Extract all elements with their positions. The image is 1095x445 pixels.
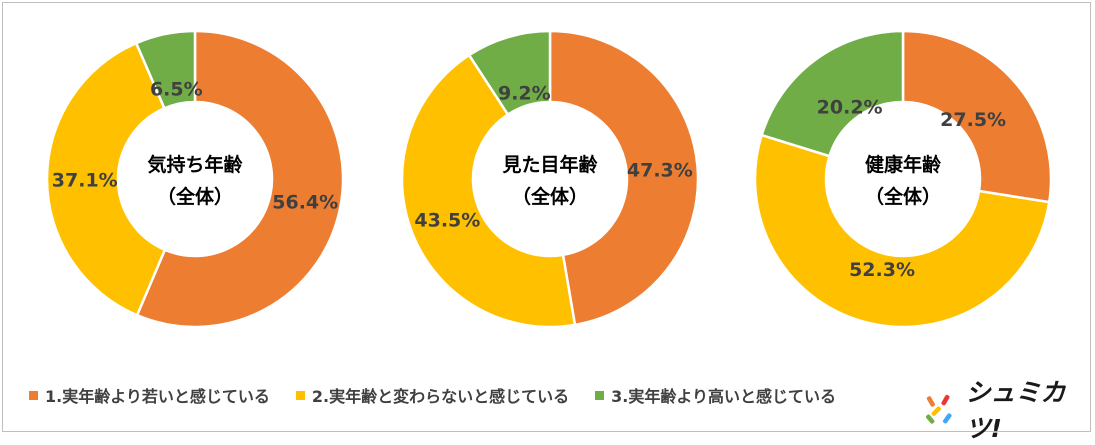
legend-swatch-same (295, 390, 305, 400)
donut-3-subtitle: （全体） (865, 185, 941, 208)
legend-label-older: 3.実年齢より高いと感じている (611, 387, 837, 406)
donut-2-slice-same (400, 53, 577, 329)
donut-2-value-label-same: 43.5% (414, 209, 480, 231)
donut-2-slice-younger (548, 29, 700, 327)
legend-item-same: 2.実年齢と変わらないと感じている (295, 383, 570, 407)
donut-3-slice-older (760, 29, 905, 158)
donut-1-value-label-younger: 56.4% (272, 191, 338, 213)
legend-label-younger: 1.実年齢より若いと感じている (45, 387, 270, 406)
donut-2-value-label-older: 9.2% (498, 83, 551, 105)
donut-1-slice-older (134, 29, 197, 110)
donut-3-value-label-same: 52.3% (849, 259, 915, 281)
legend-swatch-older (595, 390, 605, 400)
legend-label-same: 2.実年齢と変わらないと感じている (311, 387, 570, 406)
donut-1-value-label-same: 37.1% (52, 169, 118, 191)
brand-logo: シュミカツ! (925, 373, 1090, 445)
donut-2-value-label-younger: 47.3% (627, 160, 693, 182)
donut-2-title: 見た目年齢 (502, 153, 598, 176)
legend-item-younger: 1.実年齢より若いと感じている (29, 383, 270, 407)
donut-2-subtitle: （全体） (512, 185, 588, 208)
donut-3-title: 健康年齢 (865, 153, 942, 176)
donut-1-slice-younger (135, 29, 345, 329)
donut-charts: 56.4% 37.1% 6.5% 気持ち年齢 （全体） 47.3% 43.5% 9.2% 見た目… (45, 29, 1053, 329)
donut-3-value-label-younger: 27.5% (940, 109, 1006, 131)
donut-3-slice-same (753, 133, 1051, 329)
legend: 1.実年齢より若いと感じている 2.実年齢と変わらないと感じている 3.実年齢よ… (29, 380, 836, 410)
donut-1-subtitle: （全体） (157, 185, 233, 208)
donut-1-value-label-older: 6.5% (150, 79, 203, 101)
legend-item-older: 3.実年齢より高いと感じている (595, 383, 836, 407)
donut-3-value-label-older: 20.2% (817, 97, 883, 119)
donut-3-slice-younger (901, 29, 1053, 204)
donut-1-title: 気持ち年齢 (147, 153, 243, 176)
legend-swatch-younger (29, 390, 38, 400)
brand-mark-icon (925, 394, 952, 424)
donut-1-slice-same (45, 41, 167, 317)
brand-text: シュミカツ! (965, 378, 1066, 443)
donut-2-slice-older (467, 29, 552, 117)
